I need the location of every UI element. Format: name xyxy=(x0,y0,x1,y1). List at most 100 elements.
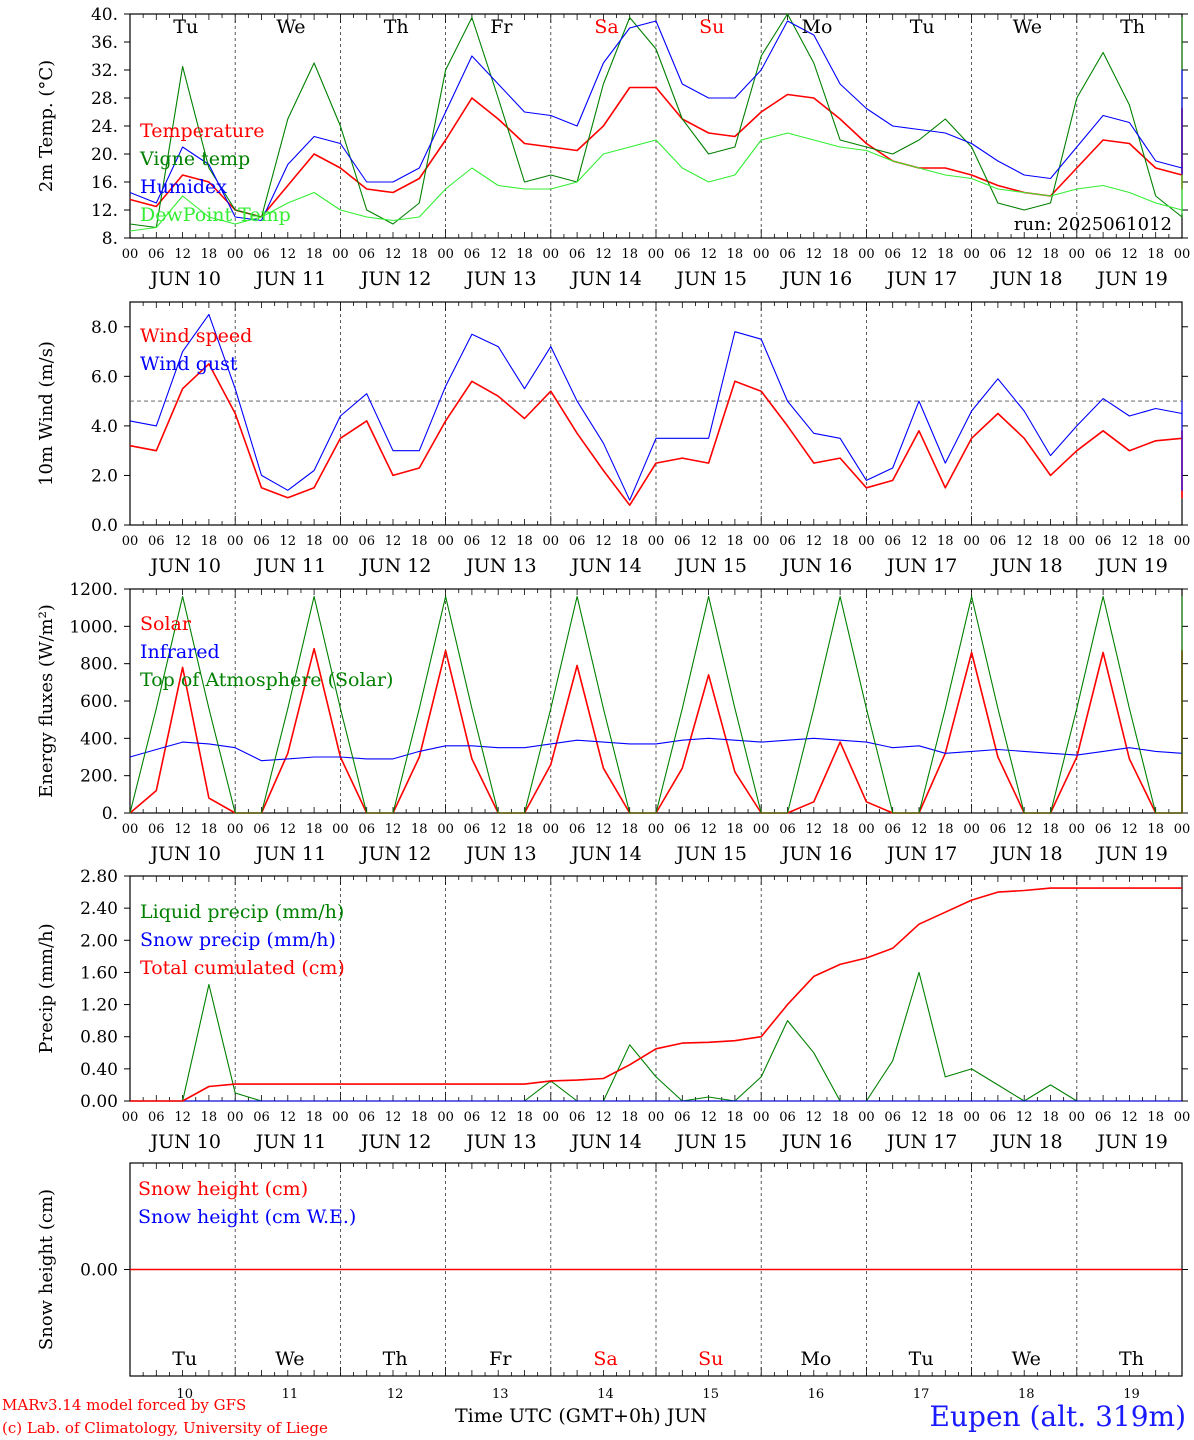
date-label: JUN 18 xyxy=(990,843,1062,865)
hour-tick-label: 18 xyxy=(621,534,638,549)
hour-tick-label: 00 xyxy=(437,534,454,549)
y-tick-label: 2.40 xyxy=(80,899,118,919)
panel-2: 0.0 2.0 4.0 6.0 8.0 10m Wind (m/s) Wind speed W… xyxy=(36,301,1190,577)
hour-tick-label: 12 xyxy=(1016,247,1033,262)
hour-tick-label: 06 xyxy=(990,822,1007,837)
hour-tick-label: 12 xyxy=(700,1110,717,1125)
hour-tick-label: 12 xyxy=(595,1110,612,1125)
hour-tick-label: 00 xyxy=(437,247,454,262)
hour-tick-label: 18 xyxy=(1147,822,1164,837)
hour-tick-label: 12 xyxy=(595,822,612,837)
plot-frame xyxy=(129,301,1183,526)
hour-tick-label: 12 xyxy=(1121,1110,1138,1125)
hour-tick-label: 06 xyxy=(464,1110,481,1125)
hour-tick-label: 18 xyxy=(937,534,954,549)
hour-tick-label: 06 xyxy=(779,247,796,262)
station-name: Eupen (alt. 319m) xyxy=(929,1400,1186,1433)
hour-tick-label: 00 xyxy=(648,1110,665,1125)
hour-tick-label: 12 xyxy=(174,822,191,837)
date-label: JUN 13 xyxy=(464,555,536,577)
legend-entry: Snow height (cm W.E.) xyxy=(138,1206,356,1228)
hour-tick-label: 06 xyxy=(1095,534,1112,549)
day-of-week-label: Sa xyxy=(594,16,618,38)
day-of-week-label: Tu xyxy=(909,1348,934,1370)
hour-tick-label: 18 xyxy=(832,1110,849,1125)
date-label: JUN 17 xyxy=(885,843,957,865)
hour-tick-label: 18 xyxy=(1147,247,1164,262)
series-line-wind-gust xyxy=(129,313,1183,501)
lab-credit: (c) Lab. of Climatology, University of L… xyxy=(2,1419,328,1437)
y-tick-label: 4.0 xyxy=(91,417,118,437)
series-line-top-of-atmosphere-solar- xyxy=(129,595,1183,814)
y-tick-label: 1.60 xyxy=(80,963,118,983)
hour-tick-label: 12 xyxy=(1121,247,1138,262)
hour-tick-label: 18 xyxy=(1042,1110,1059,1125)
hour-tick-label: 00 xyxy=(227,247,244,262)
date-label: JUN 12 xyxy=(359,843,431,865)
date-label: JUN 13 xyxy=(464,268,536,290)
hour-tick-label: 00 xyxy=(543,534,560,549)
day-of-week-label: Mo xyxy=(802,16,833,38)
hour-tick-label: 06 xyxy=(569,534,586,549)
hour-tick-label: 18 xyxy=(937,1110,954,1125)
hour-tick-label: 18 xyxy=(306,1110,323,1125)
hour-tick-label: 00 xyxy=(753,822,770,837)
hour-tick-label: 06 xyxy=(884,247,901,262)
hour-tick-label: 12 xyxy=(1016,1110,1033,1125)
hour-tick-label: 12 xyxy=(911,822,928,837)
date-label: JUN 19 xyxy=(1095,268,1167,290)
date-label: JUN 18 xyxy=(990,268,1062,290)
hour-tick-label: 00 xyxy=(1069,534,1086,549)
legend-entry: Total cumulated (cm) xyxy=(140,957,345,979)
hour-tick-label: 00 xyxy=(332,534,349,549)
day-of-week-label: Mo xyxy=(800,1348,831,1370)
hour-tick-label: 18 xyxy=(516,822,533,837)
hour-tick-label: 06 xyxy=(148,822,165,837)
hour-tick-label: 12 xyxy=(490,1110,507,1125)
legend-entry: Wind gust xyxy=(140,353,238,375)
series-line-humidex xyxy=(129,20,1183,222)
hour-tick-label: 06 xyxy=(148,1110,165,1125)
hour-tick-label: 06 xyxy=(1095,247,1112,262)
hour-tick-label: 00 xyxy=(122,247,139,262)
hour-tick-label: 18 xyxy=(937,247,954,262)
hour-tick-label: 06 xyxy=(569,247,586,262)
series-line-dewpoint-temp xyxy=(129,132,1183,232)
hour-tick-label: 18 xyxy=(937,822,954,837)
hour-tick-label: 00 xyxy=(122,1110,139,1125)
hour-tick-label: 18 xyxy=(1042,822,1059,837)
date-label: JUN 17 xyxy=(885,268,957,290)
hour-tick-label: 06 xyxy=(674,534,691,549)
legend-entry: DewPoint Temp xyxy=(140,204,291,226)
hour-tick-label: 18 xyxy=(621,1110,638,1125)
hour-tick-label: 12 xyxy=(806,822,823,837)
day-number-label: 13 xyxy=(492,1387,509,1402)
hour-tick-label: 00 xyxy=(543,247,560,262)
y-tick-label: 0. xyxy=(102,804,118,824)
day-number-label: 10 xyxy=(176,1387,193,1402)
hour-tick-label: 00 xyxy=(1069,1110,1086,1125)
y-tick-label: 0.80 xyxy=(80,1028,118,1048)
hour-tick-label: 18 xyxy=(727,1110,744,1125)
y-tick-label: 1000. xyxy=(69,617,118,637)
hour-tick-label: 12 xyxy=(490,247,507,262)
hour-tick-label: 06 xyxy=(358,247,375,262)
hour-tick-label: 18 xyxy=(201,822,218,837)
hour-tick-label: 06 xyxy=(358,1110,375,1125)
hour-tick-label: 00 xyxy=(753,534,770,549)
y-tick-label: 8.0 xyxy=(91,318,118,338)
day-of-week-label: Tu xyxy=(173,16,198,38)
hour-tick-label: 18 xyxy=(201,1110,218,1125)
y-tick-label: 16. xyxy=(91,173,118,193)
hour-tick-label: 06 xyxy=(464,822,481,837)
hour-tick-label: 12 xyxy=(1016,822,1033,837)
panel-5: 0.00 Snow height (cm) Snow height (cm) Snow… xyxy=(36,1162,1188,1402)
hour-tick-label: 06 xyxy=(674,247,691,262)
hour-tick-label: 06 xyxy=(253,534,270,549)
date-label: JUN 11 xyxy=(254,268,326,290)
hour-tick-label: 00 xyxy=(332,822,349,837)
date-label: JUN 15 xyxy=(675,555,747,577)
legend-entry: Humidex xyxy=(140,176,227,198)
y-tick-label: 0.0 xyxy=(91,516,118,536)
date-label: JUN 15 xyxy=(675,268,747,290)
